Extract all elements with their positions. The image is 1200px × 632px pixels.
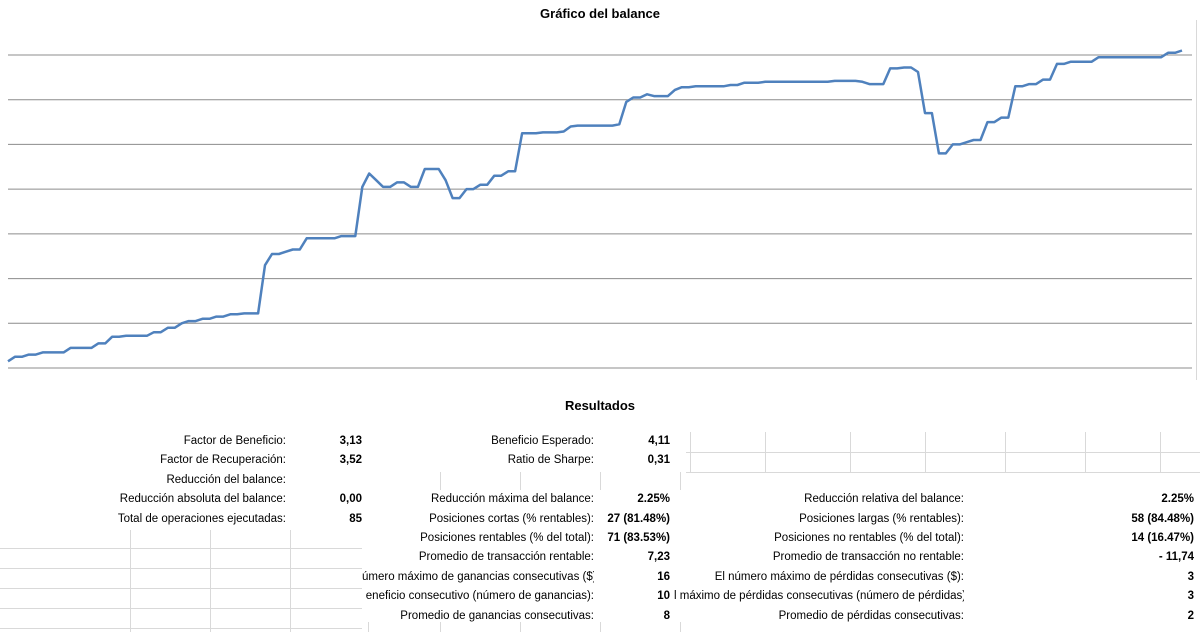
metric-label: Posiciones largas (% rentables): — [799, 512, 964, 525]
metric-value: 2 — [1187, 609, 1194, 622]
metric-label — [674, 433, 964, 449]
metric-label: Promedio de ganancias consecutivas: — [400, 609, 594, 622]
metric-label: El número máximo de pérdidas consecutiva… — [714, 570, 964, 583]
metric-label: Posiciones no rentables (% del total): — [774, 532, 964, 544]
metric-value — [596, 472, 670, 488]
metric-label: eneficio consecutivo (número de ganancia… — [365, 590, 594, 603]
metric-value: 8 — [663, 609, 670, 622]
metric-value — [290, 569, 362, 585]
grid-row-line — [0, 628, 362, 629]
metric-value — [290, 530, 362, 546]
metric-label — [0, 569, 286, 585]
metric-label — [0, 549, 286, 565]
metric-value: 7,23 — [647, 551, 670, 564]
metric-value — [1000, 472, 1194, 488]
metric-value: 14 (16.47%) — [1131, 532, 1194, 544]
metric-value — [290, 472, 362, 488]
metric-value: 16 — [657, 570, 670, 583]
metric-value — [290, 549, 362, 565]
metric-value: 27 (81.48%) — [607, 512, 670, 525]
chart-title: Gráfico del balance — [540, 6, 660, 21]
metric-value — [1000, 452, 1194, 468]
metric-value: 3 — [1187, 570, 1194, 583]
metric-label: Reducción del balance: — [166, 473, 286, 486]
metric-value — [290, 588, 362, 604]
metric-label — [0, 608, 286, 624]
metric-label: Promedio de transacción no rentable: — [772, 551, 964, 564]
metric-label — [674, 472, 964, 488]
metric-value: 0,31 — [647, 454, 670, 467]
metric-label: Posiciones rentables (% del total): — [420, 532, 594, 544]
metric-value: 2.25% — [1161, 493, 1194, 506]
metric-label: Promedio de pérdidas consecutivas: — [778, 609, 964, 622]
metric-value: 58 (84.48%) — [1131, 512, 1194, 525]
metric-value: 4,11 — [648, 435, 670, 447]
metric-label: l máximo de pérdidas consecutivas (númer… — [674, 590, 964, 603]
metric-label: Factor de Beneficio: — [183, 435, 286, 447]
metric-label: Ratio de Sharpe: — [507, 454, 594, 467]
metric-label: Factor de Recuperación: — [160, 454, 286, 467]
balance-series — [7, 49, 1183, 363]
metric-value: 3,52 — [339, 454, 362, 467]
metric-label: Total de operaciones ejecutadas: — [117, 512, 286, 525]
metric-label: Reducción relativa del balance: — [804, 493, 964, 506]
gridlines — [8, 54, 1192, 369]
metric-label — [674, 452, 964, 468]
metric-label: Promedio de transacción rentable: — [418, 551, 594, 564]
metric-value: 71 (83.53%) — [607, 532, 670, 544]
metric-value — [290, 608, 362, 624]
metric-value: 85 — [349, 512, 362, 525]
results-title: Resultados — [564, 398, 636, 413]
metric-label: úmero máximo de ganancias consecutivas (… — [362, 570, 594, 583]
metric-value: 3,13 — [339, 435, 362, 447]
metric-value: 2.25% — [637, 493, 670, 506]
metric-value — [1000, 433, 1194, 449]
balance-chart — [7, 49, 1192, 369]
metric-value: 3 — [1187, 590, 1194, 603]
metric-value: - 11,74 — [1158, 551, 1194, 564]
metric-label: Posiciones cortas (% rentables): — [429, 512, 594, 525]
metric-label — [0, 588, 286, 604]
metric-label: Beneficio Esperado: — [491, 435, 594, 447]
balance-line — [7, 49, 1183, 363]
metric-value: 0,00 — [339, 493, 362, 506]
metric-label: Reducción máxima del balance: — [430, 493, 594, 506]
metric-value: 10 — [657, 590, 670, 603]
metric-label — [0, 530, 286, 546]
metric-label — [362, 472, 594, 488]
metric-label: Reducción absoluta del balance: — [119, 493, 286, 506]
